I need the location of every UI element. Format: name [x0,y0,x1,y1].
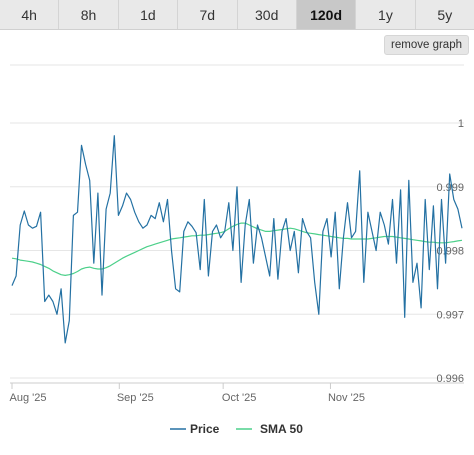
y-tick-label: 0.997 [436,309,464,321]
y-tick-label: 0.998 [436,246,464,258]
tab-120d[interactable]: 120d [296,0,357,29]
x-tick-label: Aug '25 [10,392,47,404]
y-tick-label: 0.996 [436,373,464,385]
remove-graph-button[interactable]: remove graph [384,35,469,55]
x-tick-label: Nov '25 [328,392,365,404]
tab-8h[interactable]: 8h [59,0,119,29]
legend-label: SMA 50 [260,422,303,436]
legend-item-sma-50[interactable]: SMA 50 [236,422,303,436]
legend-label: Price [190,422,220,436]
legend: Price SMA 50 [170,422,303,436]
tab-7d[interactable]: 7d [178,0,238,29]
tab-1d[interactable]: 1d [118,0,179,29]
tab-4h[interactable]: 4h [0,0,60,29]
tab-1y[interactable]: 1y [356,0,416,29]
y-tick-label: 0.999 [436,182,464,194]
x-axis: Aug '25 Sep '25 Oct '25 Nov '25 [10,382,464,404]
series-layer [11,135,463,344]
series-line-price [11,135,463,344]
x-tick-label: Oct '25 [222,392,257,404]
legend-item-price[interactable]: Price [170,422,220,436]
x-tick-label: Sep '25 [117,392,154,404]
tab-5y[interactable]: 5y [415,0,474,29]
grid-lines [10,64,464,379]
timeframe-tabs: 4h 8h 1d 7d 30d 120d 1y 5y [0,0,474,30]
y-tick-label: 1 [458,118,464,130]
tab-30d[interactable]: 30d [237,0,297,29]
y-axis: 0.996 0.997 0.998 0.999 1 [436,118,464,385]
